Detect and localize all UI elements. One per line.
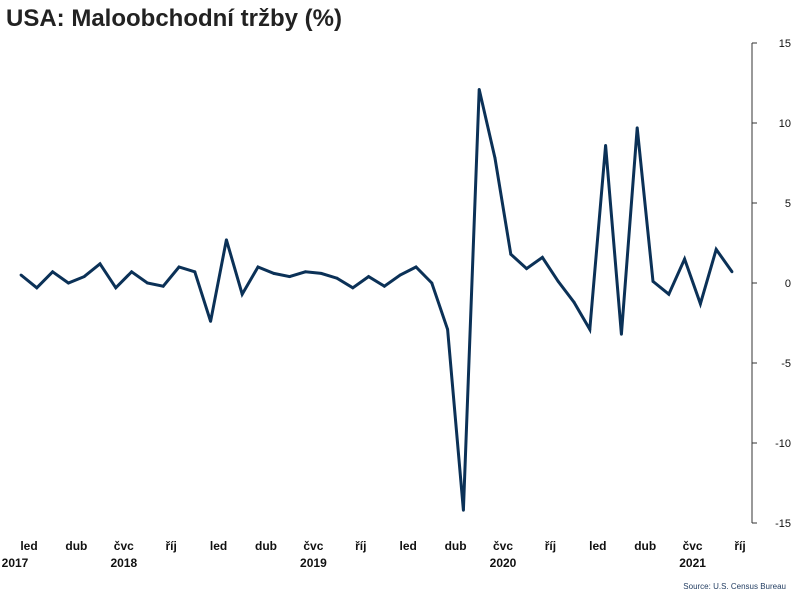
data-point — [209, 320, 212, 323]
data-point — [699, 302, 702, 305]
data-point — [130, 270, 133, 273]
data-point — [241, 293, 244, 296]
data-point — [683, 258, 686, 261]
x-tick-label: říj — [545, 539, 556, 553]
data-point — [367, 275, 370, 278]
data-point — [178, 266, 181, 269]
data-point — [51, 270, 54, 273]
y-tick-label: -10 — [775, 438, 791, 450]
data-point — [415, 266, 418, 269]
x-year-label: 2017 — [2, 556, 29, 570]
data-point — [652, 280, 655, 283]
x-tick-label: říj — [734, 539, 745, 553]
data-point — [193, 270, 196, 273]
data-point — [20, 274, 23, 277]
x-axis: led 2017 dub čvc 2018 říj led dub čvc 2019 říj led d… — [2, 539, 746, 570]
y-tick-label: 5 — [785, 198, 791, 210]
x-tick-label: čvc — [683, 539, 703, 553]
x-year-label: 2018 — [110, 556, 137, 570]
data-point — [67, 282, 70, 285]
data-point — [620, 333, 623, 336]
data-point — [257, 266, 260, 269]
x-tick-label: dub — [634, 539, 656, 553]
data-point — [320, 272, 323, 275]
data-point — [667, 293, 670, 296]
x-tick-label: led — [210, 539, 227, 553]
x-tick-label: led — [400, 539, 417, 553]
data-point — [509, 253, 512, 256]
data-point — [351, 286, 354, 289]
x-tick-label: dub — [445, 539, 467, 553]
data-point — [604, 144, 607, 147]
x-tick-label: led — [589, 539, 606, 553]
data-point — [99, 262, 102, 265]
x-year-label: 2021 — [679, 556, 706, 570]
x-tick-label: čvc — [303, 539, 323, 553]
data-point — [399, 274, 402, 277]
data-point — [146, 282, 149, 285]
x-tick-label: čvc — [493, 539, 513, 553]
data-point — [225, 238, 228, 241]
x-tick-label: říj — [355, 539, 366, 553]
data-point — [304, 270, 307, 273]
data-point — [588, 328, 591, 331]
data-point — [541, 256, 544, 259]
data-point — [162, 285, 165, 288]
series-group — [20, 88, 734, 512]
data-point — [731, 270, 734, 273]
data-point — [35, 286, 38, 289]
data-point — [715, 248, 718, 251]
data-point — [525, 267, 528, 270]
data-point — [288, 275, 291, 278]
data-point — [494, 157, 497, 160]
data-point — [557, 280, 560, 283]
x-year-label: 2020 — [490, 556, 517, 570]
x-tick-label: dub — [65, 539, 87, 553]
x-tick-label: čvc — [114, 539, 134, 553]
data-point — [478, 88, 481, 91]
source-note: Source: U.S. Census Bureau — [683, 582, 786, 591]
data-point — [573, 301, 576, 304]
data-point — [114, 286, 117, 289]
data-point — [446, 328, 449, 331]
x-tick-label: dub — [255, 539, 277, 553]
y-tick-label: 15 — [779, 38, 791, 50]
series-line — [21, 89, 732, 510]
data-point — [430, 282, 433, 285]
data-point — [462, 509, 465, 512]
x-tick-label: říj — [166, 539, 177, 553]
y-tick-label: -15 — [775, 518, 791, 530]
data-point — [636, 126, 639, 129]
y-tick-label: 0 — [785, 278, 791, 290]
y-axis: 15 10 5 0 -5 -10 -15 — [752, 38, 791, 530]
y-tick-label: -5 — [781, 358, 791, 370]
data-point — [336, 277, 339, 280]
x-year-label: 2019 — [300, 556, 327, 570]
y-tick-label: 10 — [779, 118, 791, 130]
data-point — [383, 285, 386, 288]
data-point — [83, 275, 86, 278]
data-point — [272, 272, 275, 275]
x-tick-label: led — [20, 539, 37, 553]
